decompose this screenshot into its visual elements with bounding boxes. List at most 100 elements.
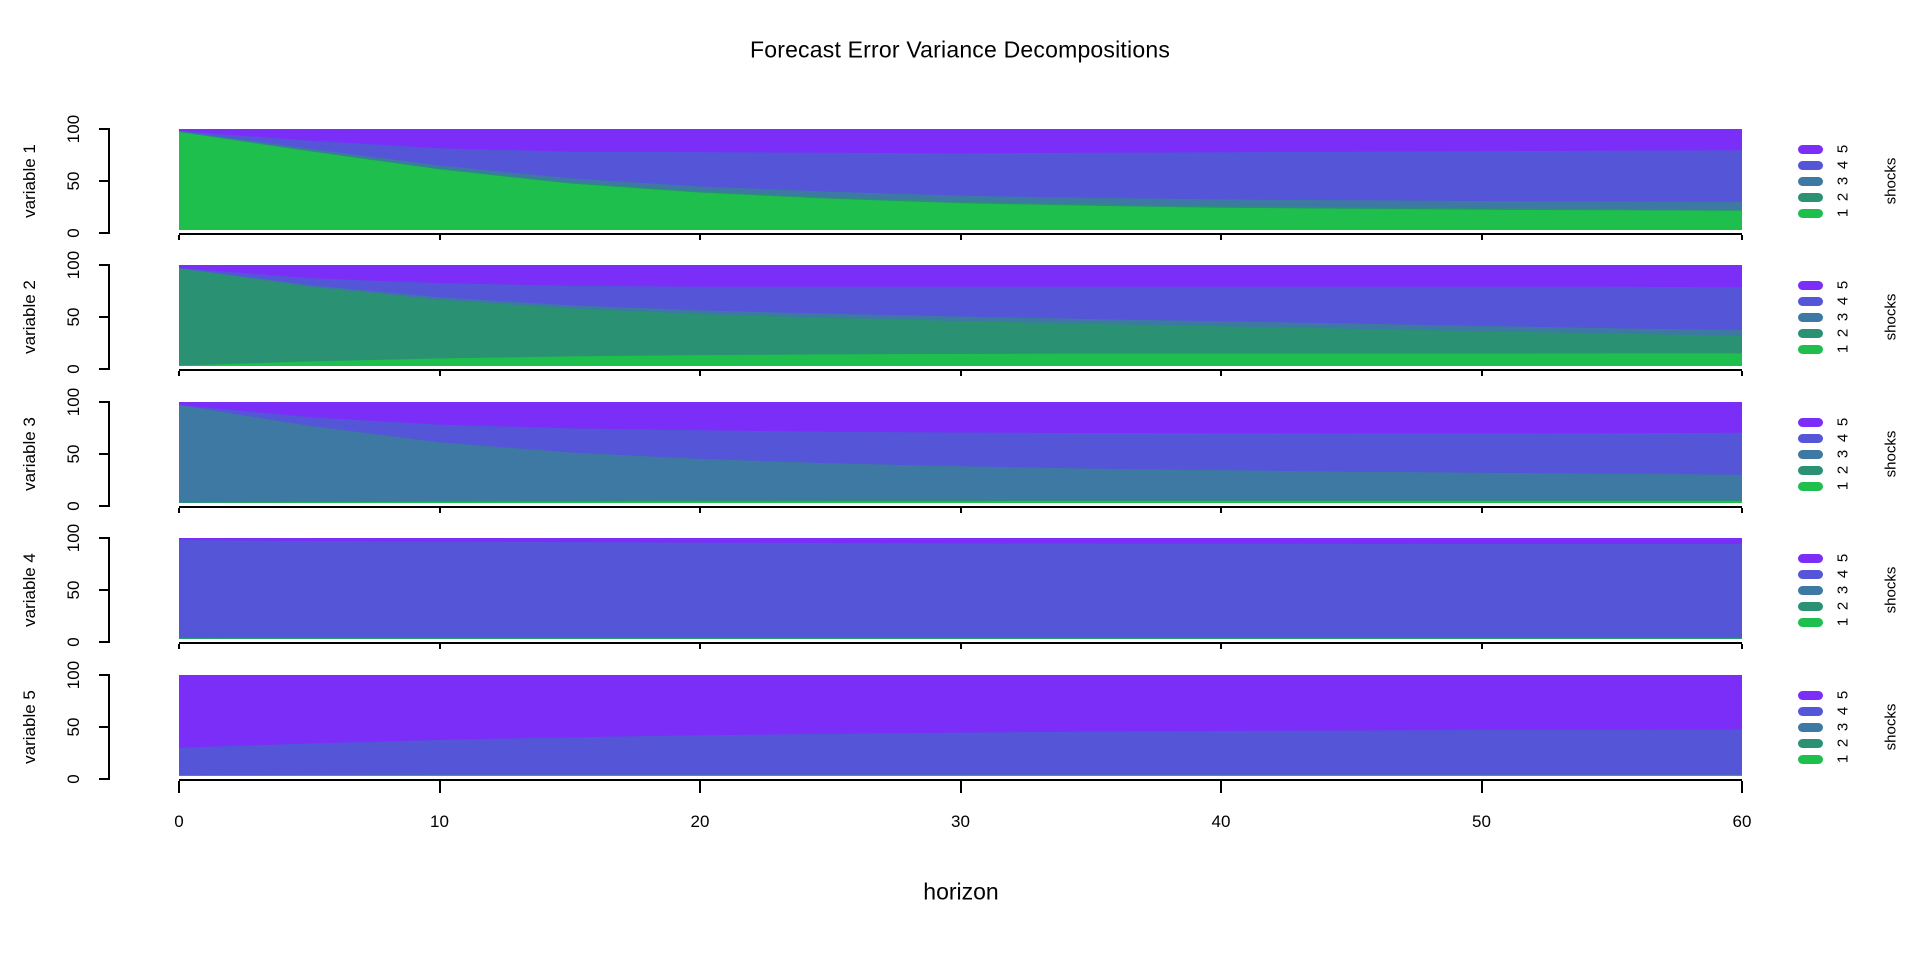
y-axis-tick-label: 100	[64, 114, 83, 144]
x-axis-line	[179, 506, 1742, 508]
legend-label-shock-1: 1	[1834, 617, 1852, 627]
x-axis-tick	[959, 781, 962, 793]
y-axis-tick-label: 100	[64, 523, 83, 553]
stacked-area-plot	[179, 402, 1742, 503]
stacked-area-plot	[179, 265, 1742, 366]
y-axis-variable-label: variable 3	[20, 417, 39, 491]
y-axis-line	[108, 401, 110, 507]
legend-swatch-shock-5	[1798, 280, 1823, 290]
y-axis-tick-label: 0	[64, 364, 83, 374]
y-axis-variable-label: variable 5	[20, 690, 39, 764]
area-shock-1	[179, 500, 1742, 503]
x-axis-tick	[178, 235, 180, 240]
legend-label-shock-2: 2	[1834, 465, 1852, 475]
x-axis-tick	[1741, 371, 1743, 376]
x-axis-tick	[959, 371, 962, 376]
y-axis-line	[108, 674, 110, 780]
y-axis-tick	[99, 778, 108, 780]
legend-label-shock-1: 1	[1834, 481, 1852, 491]
legend-label-shock-2: 2	[1834, 192, 1852, 202]
legend-swatch-shock-3	[1798, 449, 1823, 459]
legend-label-shock-5: 5	[1834, 417, 1852, 427]
x-axis-tick	[1220, 235, 1222, 240]
legend-label-shock-1: 1	[1834, 344, 1852, 354]
y-axis-tick-label: 100	[64, 250, 83, 280]
chart-title: Forecast Error Variance Decompositions	[749, 36, 1171, 63]
legend-swatch-shock-4	[1798, 706, 1823, 716]
x-axis-line	[179, 233, 1742, 235]
legend-label-shock-2: 2	[1834, 601, 1852, 611]
y-axis-tick-label: 50	[64, 444, 83, 464]
x-axis-tick	[699, 508, 701, 513]
x-axis-tick	[699, 644, 701, 649]
legend-swatch-shock-3	[1798, 722, 1823, 732]
x-axis-line	[179, 642, 1742, 644]
legend-title: shocks	[1882, 566, 1900, 614]
legend-label-shock-2: 2	[1834, 738, 1852, 748]
x-axis-tick	[1220, 781, 1222, 793]
legend-swatch-shock-1	[1798, 754, 1823, 764]
x-axis-tick	[1480, 644, 1483, 649]
area-shock-4	[179, 540, 1742, 639]
x-axis-tick	[699, 371, 701, 376]
legend-title: shocks	[1882, 703, 1900, 751]
legend-label-shock-4: 4	[1834, 296, 1852, 306]
legend-title: shocks	[1882, 157, 1900, 205]
x-axis-tick	[1220, 371, 1222, 376]
legend-swatch-shock-3	[1798, 312, 1823, 322]
y-axis-tick	[99, 232, 108, 234]
legend-label-shock-4: 4	[1834, 433, 1852, 443]
x-axis-tick	[178, 644, 180, 649]
y-axis-tick	[99, 726, 108, 728]
legend-label-shock-2: 2	[1834, 328, 1852, 338]
x-axis-tick	[438, 644, 441, 649]
x-axis-tick	[1741, 781, 1743, 793]
legend-swatch-shock-4	[1798, 160, 1823, 170]
y-axis-tick	[99, 180, 108, 182]
x-axis-tick	[178, 371, 180, 376]
y-axis-tick-label: 0	[64, 774, 83, 784]
area-shock-4	[179, 729, 1742, 776]
y-axis-tick	[99, 505, 108, 507]
y-axis-tick-label: 0	[64, 637, 83, 647]
x-axis-tick	[959, 508, 962, 513]
legend-label-shock-3: 3	[1834, 585, 1852, 595]
legend-swatch-shock-2	[1798, 738, 1823, 748]
y-axis-tick	[99, 401, 108, 403]
x-axis-tick	[178, 781, 180, 793]
y-axis-variable-label: variable 4	[20, 553, 39, 627]
x-axis-tick-label: 0	[174, 812, 184, 831]
legend-swatch-shock-5	[1798, 690, 1823, 700]
area-shock-3	[179, 405, 1742, 503]
y-axis-tick-label: 0	[64, 228, 83, 238]
stacked-area-plot	[179, 675, 1742, 776]
x-axis-tick	[1480, 371, 1483, 376]
legend-swatch-shock-1	[1798, 208, 1823, 218]
x-axis-tick	[178, 508, 180, 513]
legend-label-shock-3: 3	[1834, 176, 1852, 186]
y-axis-tick-label: 100	[64, 387, 83, 417]
legend-swatch-shock-1	[1798, 344, 1823, 354]
x-axis-tick-label: 60	[1732, 812, 1752, 831]
y-axis-tick-label: 50	[64, 717, 83, 737]
legend-swatch-shock-3	[1798, 585, 1823, 595]
legend-title: shocks	[1882, 293, 1900, 341]
x-axis-title: horizon	[923, 878, 999, 905]
legend-label-shock-4: 4	[1834, 706, 1852, 716]
y-axis-tick-label: 50	[64, 171, 83, 191]
legend-swatch-shock-5	[1798, 417, 1823, 427]
legend-label-shock-4: 4	[1834, 569, 1852, 579]
x-axis-tick-label: 30	[951, 812, 970, 831]
x-axis-tick	[438, 781, 441, 793]
area-shock-1	[179, 775, 1742, 776]
legend-label-shock-5: 5	[1834, 144, 1852, 154]
x-axis-tick	[438, 371, 441, 376]
legend-swatch-shock-4	[1798, 296, 1823, 306]
y-axis-tick	[99, 128, 108, 130]
y-axis-line	[108, 537, 110, 643]
y-axis-line	[108, 128, 110, 234]
x-axis-tick	[1741, 644, 1743, 649]
legend-swatch-shock-2	[1798, 328, 1823, 338]
legend-swatch-shock-4	[1798, 569, 1823, 579]
